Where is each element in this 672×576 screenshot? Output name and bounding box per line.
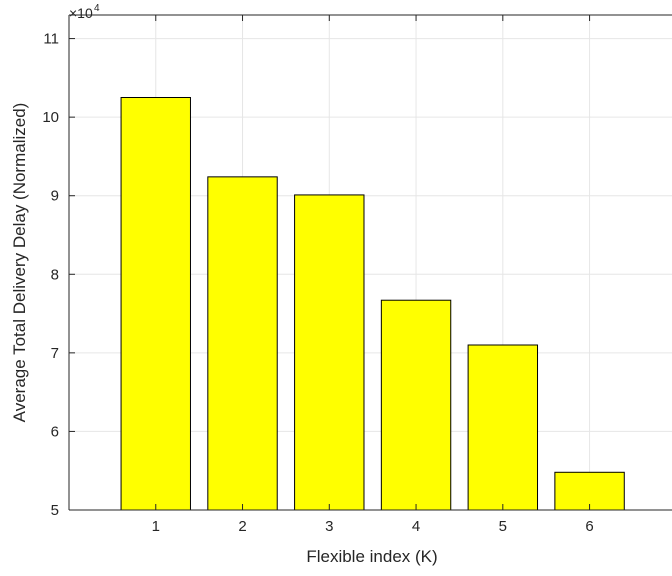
x-tick-label: 3 bbox=[325, 518, 333, 535]
bar-4 bbox=[380, 299, 452, 511]
x-axis-label: Flexible index (K) bbox=[306, 547, 437, 566]
y-tick-label: 9 bbox=[51, 188, 59, 205]
bar-3 bbox=[294, 194, 365, 511]
x-tick-label: 6 bbox=[585, 518, 593, 535]
x-tick-label: 4 bbox=[412, 518, 420, 535]
y-tick-label: 5 bbox=[51, 502, 59, 519]
bar-5 bbox=[467, 344, 539, 511]
x-tick-label: 1 bbox=[152, 518, 160, 535]
y-exponent: ×10 4 bbox=[69, 3, 100, 21]
axes bbox=[68, 14, 672, 511]
y-exponent-power: 4 bbox=[94, 3, 100, 14]
bar-1 bbox=[120, 97, 191, 511]
y-exponent-base: ×10 bbox=[69, 5, 93, 21]
bars bbox=[120, 97, 625, 511]
y-tick-label: 10 bbox=[42, 109, 59, 126]
y-axis-label: Average Total Delivery Delay (Normalized… bbox=[10, 103, 29, 423]
x-tick-label: 2 bbox=[238, 518, 246, 535]
bar-6 bbox=[554, 471, 625, 511]
y-tick-label: 6 bbox=[51, 423, 59, 440]
y-tick-label: 7 bbox=[51, 345, 59, 362]
x-tick-label: 5 bbox=[499, 518, 507, 535]
bar-2 bbox=[207, 176, 278, 511]
y-tick-label: 11 bbox=[43, 31, 59, 48]
y-tick-label: 8 bbox=[51, 266, 59, 283]
